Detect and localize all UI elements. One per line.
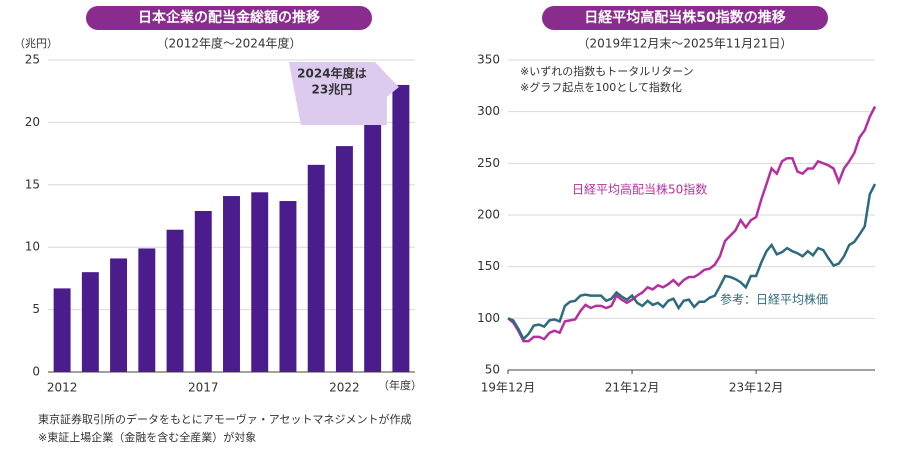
series-line <box>507 105 877 343</box>
x-tick-label: 19年12月 <box>481 381 536 395</box>
bar <box>392 84 410 373</box>
bar <box>223 196 240 372</box>
annotation-text: 23兆円 <box>312 82 353 97</box>
title-pill <box>542 6 828 30</box>
y-axis-label: （兆円） <box>14 37 58 50</box>
y-tick-label: 10 <box>25 240 40 254</box>
series-line <box>507 183 877 342</box>
y-tick-label: 0 <box>32 365 40 379</box>
legend-label: 参考：日経平均株価 <box>720 292 828 307</box>
y-tick-label: 150 <box>477 259 500 273</box>
y-tick-label: 15 <box>25 177 40 191</box>
bar <box>364 122 382 373</box>
chart-title: 日経平均高配当株50指数の推移 <box>584 9 785 26</box>
x-tick-label: 21年12月 <box>605 381 660 395</box>
y-tick-label: 300 <box>477 104 500 118</box>
y-tick-label: 250 <box>477 156 500 170</box>
y-tick-label: 20 <box>25 115 40 129</box>
bar <box>251 192 269 372</box>
title-pill <box>86 6 372 30</box>
y-tick-label: 350 <box>477 53 500 67</box>
bar <box>138 248 156 372</box>
chart-title: 日本企業の配当金総額の推移 <box>138 9 320 26</box>
y-tick-label: 25 <box>25 53 40 67</box>
note: ※グラフ起点を100として指数化 <box>520 80 682 94</box>
bar <box>53 288 71 372</box>
x-tick-label: 2017 <box>188 381 219 395</box>
chart-subtitle: （2012年度～2024年度） <box>156 36 301 51</box>
bar <box>81 272 99 372</box>
x-tick-label: 2012 <box>47 381 78 395</box>
y-tick-label: 200 <box>477 208 500 222</box>
note: ※いずれの指数もトータルリターン <box>520 64 694 78</box>
y-tick-label: 100 <box>477 311 500 325</box>
bar <box>279 201 297 372</box>
x-axis-label: （年度） <box>378 378 422 392</box>
y-tick-label: 50 <box>485 363 500 377</box>
bar <box>335 146 353 372</box>
x-tick-label: 2022 <box>329 381 360 395</box>
x-tick-label: 23年12月 <box>729 381 784 395</box>
bar <box>307 164 325 372</box>
note: ※東証上場企業（金融を含む全産業）が対象 <box>38 430 256 444</box>
note: 東京証券取引所のデータをもとにアモーヴァ・アセットマネジメントが作成 <box>38 412 412 426</box>
y-tick-label: 5 <box>32 302 40 316</box>
annotation-text: 2024年度は <box>297 66 366 81</box>
chart-subtitle: （2019年12月末～2025年11月21日） <box>578 37 793 51</box>
bar <box>166 229 184 372</box>
bar <box>194 211 212 372</box>
annotation-box <box>288 62 399 125</box>
bar <box>110 258 128 372</box>
legend-label: 日経平均高配当株50指数 <box>572 182 707 197</box>
